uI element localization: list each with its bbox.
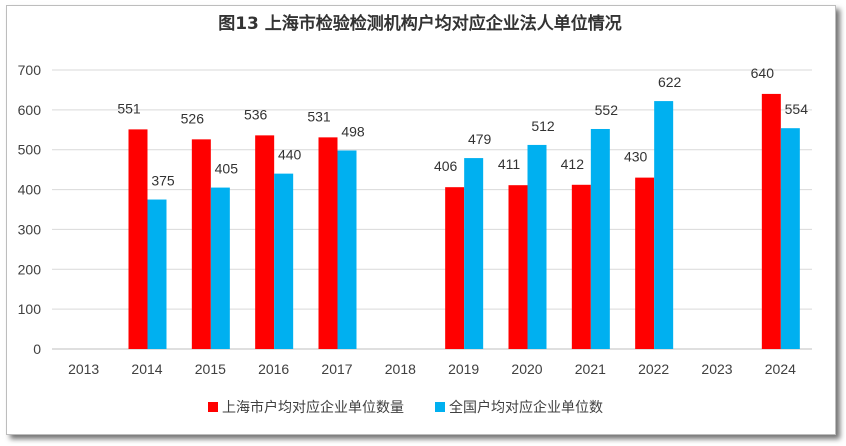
x-tick-label: 2020 xyxy=(511,361,542,377)
bar-national-2019 xyxy=(464,158,484,349)
data-label: 640 xyxy=(751,65,775,81)
x-tick-label: 2022 xyxy=(638,361,669,377)
bar-shanghai-2019 xyxy=(445,187,465,349)
bar-shanghai-2022 xyxy=(635,177,655,349)
x-tick-label: 2016 xyxy=(258,361,289,377)
legend-swatch-national xyxy=(435,402,445,412)
bar-shanghai-2017 xyxy=(318,137,338,349)
y-tick-label: 0 xyxy=(33,341,41,357)
y-tick-label: 300 xyxy=(18,221,42,237)
y-tick-label: 600 xyxy=(18,102,42,118)
y-axis: 0 100 200 300 400 500 600 700 xyxy=(18,62,42,357)
y-tick-label: 100 xyxy=(18,301,42,317)
x-tick-label: 2018 xyxy=(385,361,416,377)
x-axis: 2013 2014 2015 2016 2017 2018 2019 2020 2021 2022… xyxy=(68,361,796,377)
data-label: 552 xyxy=(595,102,619,118)
bar-shanghai-2024 xyxy=(761,93,781,350)
bar-shanghai-2014 xyxy=(128,129,148,349)
data-label: 512 xyxy=(531,118,555,134)
x-tick-label: 2023 xyxy=(701,361,732,377)
data-label: 531 xyxy=(307,108,331,124)
bar-national-2021 xyxy=(590,128,610,349)
x-tick-label: 2024 xyxy=(765,361,796,377)
bar-shanghai-2020 xyxy=(508,185,528,349)
x-tick-label: 2014 xyxy=(131,361,162,377)
legend-swatch-shanghai xyxy=(208,402,218,412)
data-label: 440 xyxy=(278,147,302,163)
data-label: 622 xyxy=(658,74,682,90)
legend-label-national: 全国户均对应企业单位数 xyxy=(449,399,603,416)
y-tick-label: 400 xyxy=(18,182,42,198)
data-label: 411 xyxy=(498,156,521,172)
data-label: 479 xyxy=(468,131,492,147)
data-label: 430 xyxy=(624,149,648,165)
x-tick-label: 2019 xyxy=(448,361,479,377)
x-tick-label: 2013 xyxy=(68,361,99,377)
bar-national-2014 xyxy=(147,199,167,349)
legend: 上海市户均对应企业单位数量 全国户均对应企业单位数 xyxy=(208,399,603,416)
data-label: 498 xyxy=(341,124,365,140)
bar-shanghai-2015 xyxy=(191,139,211,349)
chart-title: 图13 上海市检验检测机构户均对应企业法人单位情况 xyxy=(218,13,622,34)
data-label: 412 xyxy=(561,156,585,172)
data-label: 551 xyxy=(117,100,141,116)
bar-national-2024 xyxy=(780,128,800,349)
data-label: 375 xyxy=(151,173,175,189)
legend-label-shanghai: 上海市户均对应企业单位数量 xyxy=(222,399,404,416)
bar-national-2015 xyxy=(210,187,230,349)
bar-national-2016 xyxy=(274,173,294,349)
data-label: 536 xyxy=(244,106,268,122)
bars: 551 375 526 405 536 440 531 498 406 479 411 512 412 5… xyxy=(117,65,809,350)
bar-shanghai-2021 xyxy=(571,184,591,349)
data-label: 526 xyxy=(181,110,205,126)
gridlines xyxy=(52,69,812,350)
y-tick-label: 700 xyxy=(18,62,42,78)
data-label: 406 xyxy=(434,158,458,174)
bar-shanghai-2016 xyxy=(255,135,275,349)
y-tick-label: 200 xyxy=(18,261,42,277)
x-tick-label: 2021 xyxy=(575,361,606,377)
bar-national-2022 xyxy=(654,101,674,350)
bar-national-2017 xyxy=(337,150,357,349)
data-label: 405 xyxy=(215,161,239,177)
x-tick-label: 2017 xyxy=(321,361,352,377)
data-label: 554 xyxy=(785,101,809,117)
y-tick-label: 500 xyxy=(18,142,42,158)
x-tick-label: 2015 xyxy=(195,361,226,377)
bar-national-2020 xyxy=(527,144,547,349)
